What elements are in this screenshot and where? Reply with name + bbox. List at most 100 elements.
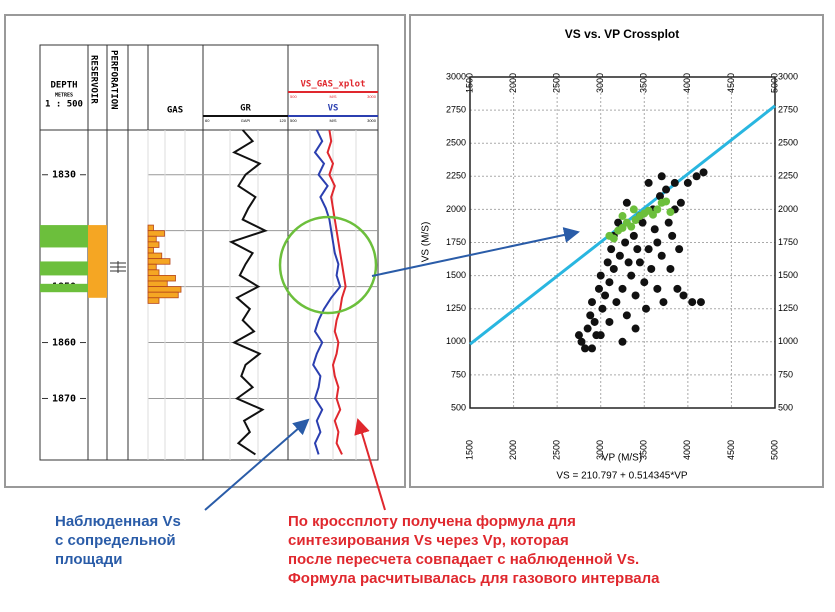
reservoir-interval xyxy=(40,261,88,276)
point xyxy=(618,284,627,293)
y-tick-label: 2000 xyxy=(446,204,466,214)
point xyxy=(596,271,605,280)
gas-bar xyxy=(147,235,157,243)
x-axis-label: VP (M/S) xyxy=(602,453,642,464)
point xyxy=(603,258,612,267)
point xyxy=(666,208,675,217)
x-tick-label: 3500 xyxy=(639,73,649,93)
annotation: Формула расчитывалась для газового интер… xyxy=(288,570,660,587)
point xyxy=(627,222,636,231)
point xyxy=(699,168,708,177)
x-tick-label: 2000 xyxy=(508,440,518,460)
point xyxy=(612,298,621,307)
y-tick-label: 750 xyxy=(778,369,793,379)
point xyxy=(640,278,649,287)
point xyxy=(655,192,664,201)
sand-interval xyxy=(88,225,107,298)
gas-bar xyxy=(147,286,182,293)
annotation: с сопредельной xyxy=(55,532,176,549)
point xyxy=(609,234,618,243)
point xyxy=(668,231,677,240)
point xyxy=(653,205,662,214)
plot-frame xyxy=(469,76,776,409)
y-tick-label: 2500 xyxy=(778,138,798,148)
x-tick-label: 1500 xyxy=(464,440,474,460)
arrow xyxy=(354,418,386,511)
point xyxy=(649,210,657,219)
track-top-title: VS_GAS_xplot xyxy=(300,80,365,90)
gas-bar xyxy=(147,275,176,282)
depth-scale: 1 : 500 xyxy=(45,100,83,110)
point xyxy=(644,245,653,254)
plot-title: VS vs. VP Crossplot xyxy=(565,27,680,41)
x-tick-label: 3000 xyxy=(595,440,605,460)
x-tick-label: 4000 xyxy=(682,440,692,460)
point xyxy=(621,238,630,247)
scale-label: 60 xyxy=(205,118,210,123)
x-tick-label: 5000 xyxy=(769,440,779,460)
y-tick-label: 3000 xyxy=(778,71,798,81)
depth-title: DEPTH xyxy=(50,81,77,91)
track-unit: M/S xyxy=(329,118,336,123)
track-title: VS xyxy=(328,104,339,114)
point xyxy=(618,212,627,221)
log-curve xyxy=(228,129,268,456)
y-tick-label: 3000 xyxy=(446,71,466,81)
highlight-circle xyxy=(278,215,378,315)
point xyxy=(692,172,701,181)
point xyxy=(696,298,705,307)
point xyxy=(657,251,666,260)
point xyxy=(586,311,595,320)
x-tick-label: 3500 xyxy=(639,440,649,460)
gas-bar xyxy=(147,269,160,276)
point xyxy=(615,251,624,260)
reservoir-interval xyxy=(40,225,88,248)
perforation-title: PERFORATION xyxy=(109,50,119,110)
annotation: Наблюденная Vs xyxy=(55,513,181,530)
point xyxy=(666,264,675,273)
depth-label: 1870 xyxy=(52,393,76,404)
log-frame xyxy=(39,44,379,461)
y-tick-label: 2250 xyxy=(778,171,798,181)
x-tick-label: 4500 xyxy=(726,440,736,460)
y-tick-label: 1500 xyxy=(778,270,798,280)
point xyxy=(629,231,638,240)
y-tick-label: 500 xyxy=(778,402,793,412)
point xyxy=(627,271,636,280)
point xyxy=(618,337,627,346)
point xyxy=(614,218,623,227)
gas-bar xyxy=(147,258,171,265)
gas-bar xyxy=(147,241,160,248)
gas-bar xyxy=(147,291,179,299)
point xyxy=(618,223,627,232)
y-tick-label: 2000 xyxy=(778,204,798,214)
point xyxy=(664,218,673,227)
formula: VS = 210.797 + 0.514345*VP xyxy=(556,471,688,482)
reservoir-title: RESERVOIR xyxy=(89,55,99,104)
gas-title: GAS xyxy=(167,106,183,116)
x-tick-label: 4500 xyxy=(726,73,736,93)
arrow xyxy=(371,227,580,277)
y-tick-label: 1500 xyxy=(446,270,466,280)
point xyxy=(588,298,596,307)
point xyxy=(662,197,671,206)
point xyxy=(662,185,671,194)
scale-label: 120 xyxy=(279,118,286,123)
x-tick-label: 2000 xyxy=(508,73,518,93)
point xyxy=(676,198,685,207)
scale-label: 500 xyxy=(290,118,297,123)
y-tick-label: 500 xyxy=(451,402,466,412)
point xyxy=(588,344,596,353)
y-tick-label: 1250 xyxy=(446,303,466,313)
gas-bar xyxy=(147,280,168,288)
annotation: синтезирования Vs через Vp, которая xyxy=(288,532,569,549)
y-tick-label: 750 xyxy=(451,369,466,379)
perforation-mark xyxy=(110,261,126,274)
y-tick-label: 1750 xyxy=(446,237,466,247)
point xyxy=(673,284,682,293)
point xyxy=(683,178,692,187)
point xyxy=(650,225,659,234)
log-curve xyxy=(326,129,347,455)
gas-bar xyxy=(147,224,154,232)
point xyxy=(653,238,662,247)
